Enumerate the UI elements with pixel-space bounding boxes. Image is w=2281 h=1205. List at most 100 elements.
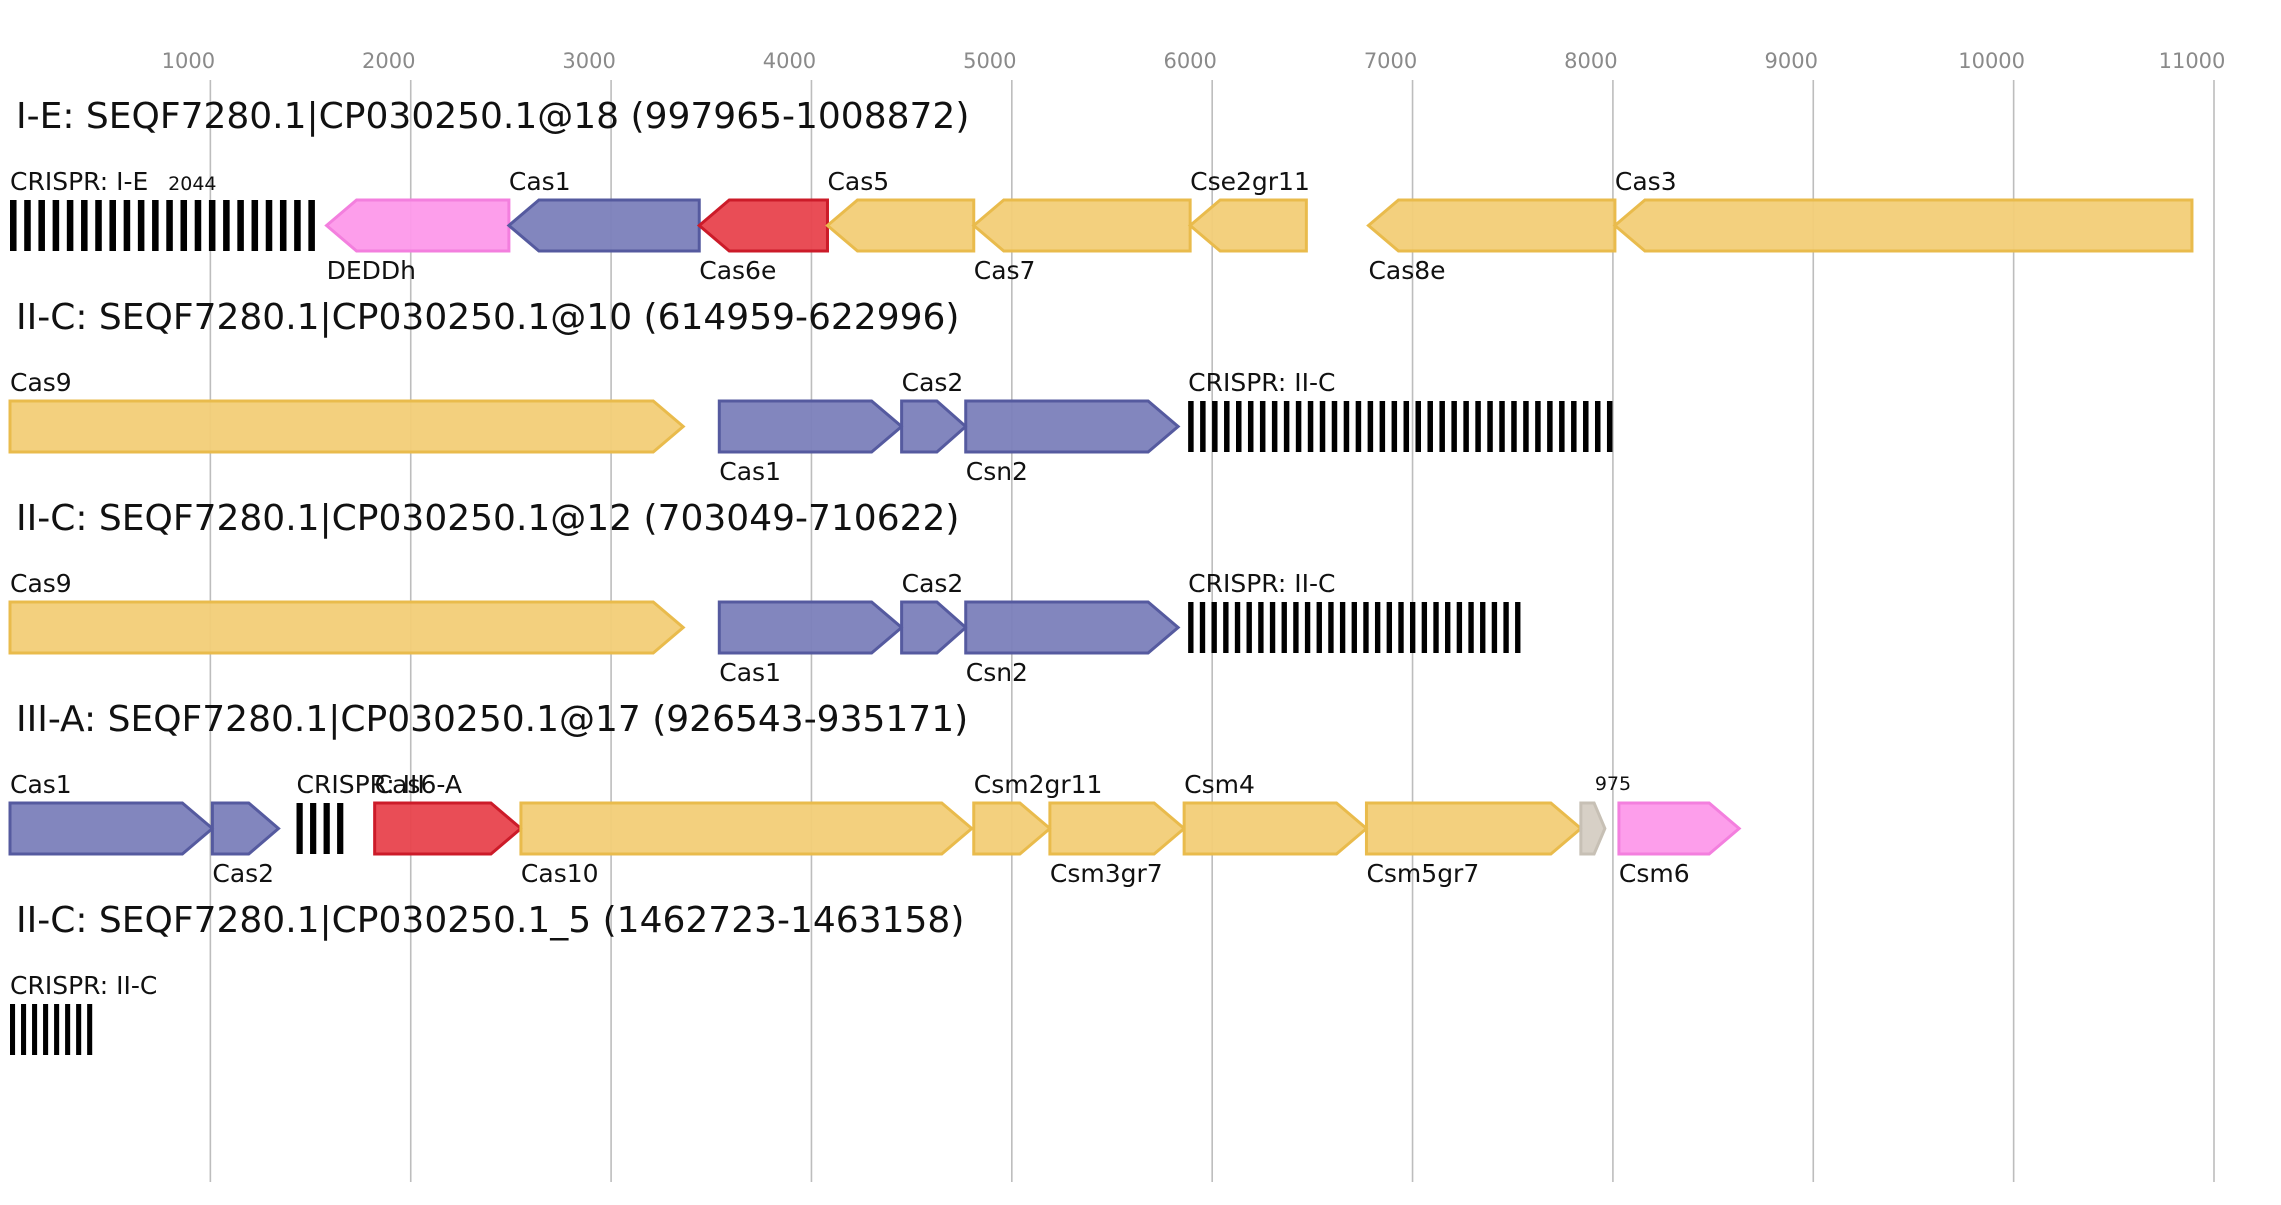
gene-arrow xyxy=(1182,801,1369,856)
gene-cse2gr11: Cse2gr11 xyxy=(1187,167,1310,253)
crispr-repeat xyxy=(1304,602,1311,653)
gene-arrow xyxy=(210,801,281,856)
gene-label: Cas6-A xyxy=(375,770,462,799)
axis-tick-label: 8000 xyxy=(1564,49,1617,73)
gene-arrow xyxy=(1366,198,1617,253)
crispr-repeat xyxy=(337,803,344,854)
gene-arrow xyxy=(324,198,511,253)
gene-csm6: Csm6 xyxy=(1617,801,1742,888)
crispr-label: CRISPR: I-E xyxy=(10,167,148,196)
gene-label: Csm3gr7 xyxy=(1050,859,1163,888)
gene-label: Cas10 xyxy=(521,859,599,888)
gene-arrow xyxy=(8,600,686,655)
crispr-repeat xyxy=(1200,401,1206,452)
gene-label: Cas1 xyxy=(719,457,781,486)
axis-tick-label: 4000 xyxy=(763,49,816,73)
gene-arrow xyxy=(373,801,524,856)
gene-cas6-a: Cas6-A xyxy=(373,770,524,856)
gene-label: Cas7 xyxy=(974,256,1036,285)
crispr-repeat xyxy=(1224,401,1230,452)
crispr-repeat xyxy=(76,1004,82,1055)
crispr-repeat xyxy=(1439,401,1445,452)
crispr-repeat xyxy=(24,200,31,251)
gene-csm4: Csm4 xyxy=(1182,770,1369,856)
gene-arrow xyxy=(519,801,975,856)
crispr-repeat xyxy=(137,200,145,251)
gene-cas10: Cas10 xyxy=(519,801,975,888)
crispr-repeat xyxy=(1487,401,1493,452)
crispr-repeat xyxy=(1451,401,1457,452)
locus-track: II-C: SEQF7280.1|CP030250.1_5 (1462723-1… xyxy=(10,900,964,1055)
crispr-repeat xyxy=(1515,602,1521,653)
gene-csn2: Csn2 xyxy=(964,399,1181,486)
crispr-repeat xyxy=(1319,401,1326,452)
locus-title: II-C: SEQF7280.1|CP030250.1@12 (703049-7… xyxy=(16,498,959,539)
gene-label: 975 xyxy=(1595,773,1631,795)
crispr-repeat xyxy=(10,200,17,251)
gene-label: Cas8e xyxy=(1368,256,1445,285)
gene-cas3: Cas3 xyxy=(1612,167,2194,253)
crispr-repeat xyxy=(1421,602,1428,653)
axis-tick-label: 1000 xyxy=(162,49,215,73)
locus-track: I-E: SEQF7280.1|CP030250.1@18 (997965-10… xyxy=(10,96,2194,285)
crispr-repeat xyxy=(1363,602,1369,653)
crispr-repeat xyxy=(1269,602,1276,653)
gene-label: Cas3 xyxy=(1615,167,1677,196)
gene-arrow xyxy=(1187,198,1308,253)
crispr-repeat xyxy=(66,200,74,251)
locus-title: III-A: SEQF7280.1|CP030250.1@17 (926543-… xyxy=(16,699,968,740)
gene-cas2: Cas2 xyxy=(900,569,968,655)
axis-tick-label: 3000 xyxy=(562,49,615,73)
gene-label: Csm2gr11 xyxy=(974,770,1103,799)
gene-arrow xyxy=(8,801,215,856)
gene-arrow xyxy=(964,399,1181,454)
crispr-repeat xyxy=(1559,401,1565,452)
gene-label: Cas9 xyxy=(10,368,72,397)
crispr-repeat xyxy=(1236,401,1242,452)
crispr-repeat xyxy=(1445,602,1451,653)
crispr-repeat xyxy=(1295,401,1302,452)
locus-title: II-C: SEQF7280.1|CP030250.1_5 (1462723-1… xyxy=(16,900,964,941)
crispr-repeat xyxy=(1415,401,1421,452)
gene-label: Csn2 xyxy=(966,658,1028,687)
crispr-repeat xyxy=(1374,602,1381,653)
gene-arrow xyxy=(972,801,1053,856)
gene-label: Cas2 xyxy=(212,859,274,888)
crispr-repeat xyxy=(54,1004,60,1055)
gene-deddh: DEDDh xyxy=(324,198,511,285)
crispr-repeat xyxy=(81,200,88,251)
crispr-array: CRISPR: II-C xyxy=(1188,569,1521,653)
crispr-repeat xyxy=(1339,602,1346,653)
crispr-repeat xyxy=(152,200,159,251)
crispr-repeat xyxy=(1594,401,1601,452)
crispr-repeat xyxy=(279,200,287,251)
gene-arrow xyxy=(900,399,968,454)
crispr-repeat xyxy=(1523,401,1529,452)
crispr-label: CRISPR: II-C xyxy=(1188,569,1335,598)
crispr-repeat xyxy=(1367,401,1374,452)
crispr-repeat xyxy=(87,1004,93,1055)
axis-ticks: 1000 2000 3000 4000 5000 6000 7000 8000 9000 1000… xyxy=(162,49,2226,73)
crispr-repeat xyxy=(38,200,45,251)
gene-arrow xyxy=(964,600,1181,655)
crispr-repeat xyxy=(43,1004,49,1055)
gene-arrow xyxy=(1579,801,1607,856)
gene-cas7: Cas7 xyxy=(971,198,1192,285)
axis-tick-label: 5000 xyxy=(963,49,1016,73)
crispr-repeat xyxy=(251,200,259,251)
crispr-repeat xyxy=(1246,602,1252,653)
crispr-repeat xyxy=(1511,401,1517,452)
crispr-repeat xyxy=(265,200,273,251)
crispr-repeat xyxy=(32,1004,38,1055)
crispr-repeat xyxy=(123,200,131,251)
crispr-repeat xyxy=(1293,602,1299,653)
crispr-repeat xyxy=(1188,602,1194,653)
loci-tracks: I-E: SEQF7280.1|CP030250.1@18 (997965-10… xyxy=(8,96,2194,1055)
gene-label: Cas1 xyxy=(719,658,781,687)
crispr-repeat xyxy=(223,200,230,251)
gene-arrow xyxy=(696,198,829,253)
crispr-repeat xyxy=(1331,401,1338,452)
crispr-repeat xyxy=(1343,401,1350,452)
gene-arrow xyxy=(717,600,904,655)
gene-arrow xyxy=(971,198,1192,253)
